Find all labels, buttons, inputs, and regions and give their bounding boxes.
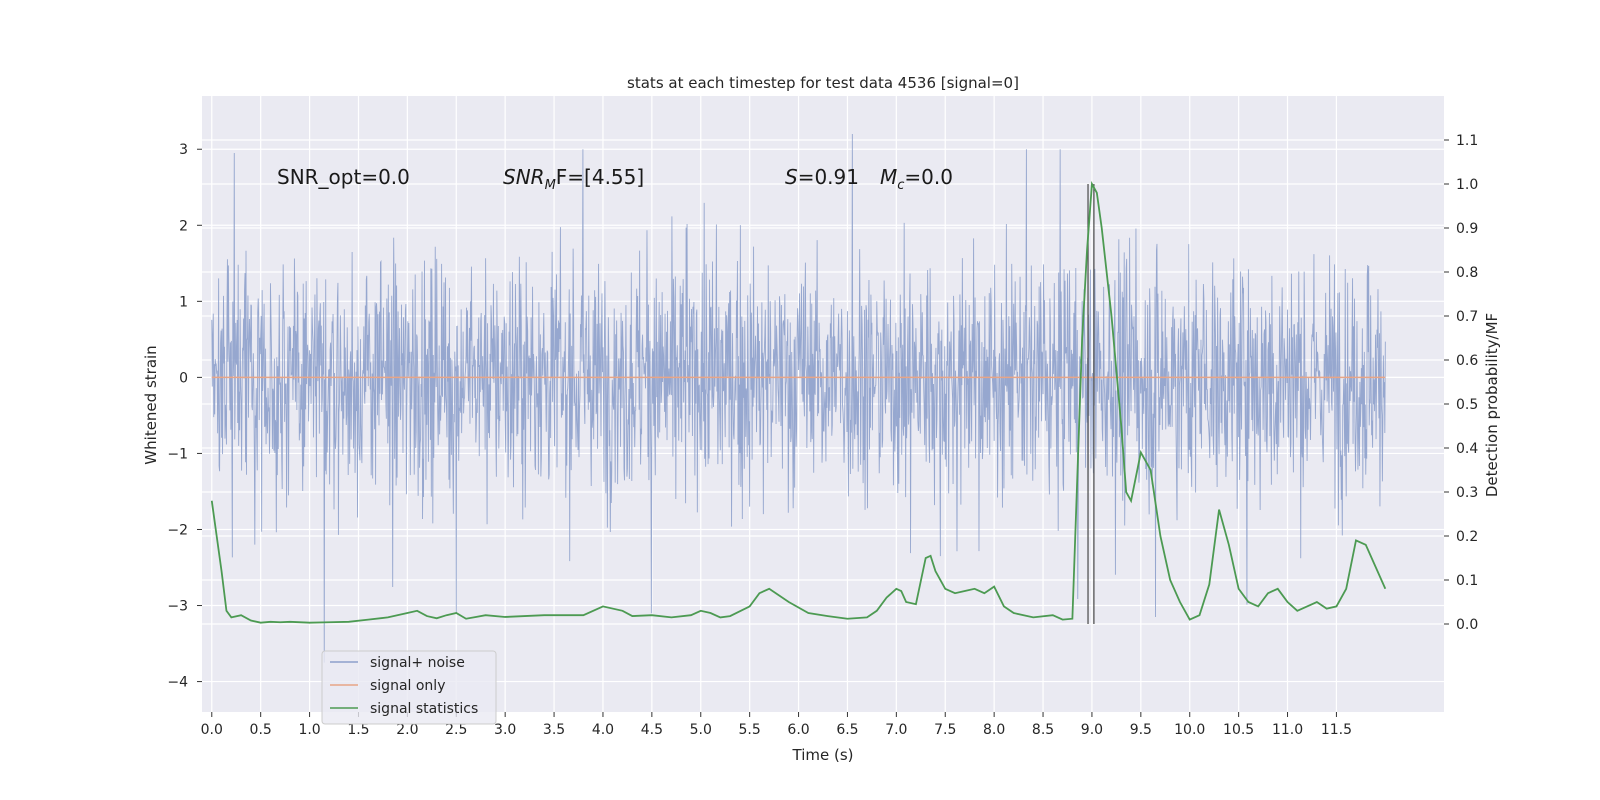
y-right-tick-label: 0.2	[1456, 529, 1478, 545]
y-right-tick-label: 0.5	[1456, 397, 1478, 413]
y-right-tick-label: 0.8	[1456, 265, 1478, 281]
legend-label-signal-noise: signal+ noise	[370, 655, 465, 671]
y-right-tick-label: 0.0	[1456, 617, 1478, 633]
x-tick-label: 3.0	[494, 722, 516, 738]
snr-mf-base: SNR	[503, 165, 545, 189]
annotation-s: S=0.91	[785, 165, 859, 189]
y-left-tick-label: −1	[167, 446, 188, 462]
mc-sub: c	[897, 178, 904, 193]
x-tick-label: 11.5	[1321, 722, 1352, 738]
x-tick-label: 1.0	[298, 722, 320, 738]
x-tick-label: 2.0	[396, 722, 418, 738]
series-signal-statistics	[210, 180, 1387, 624]
x-tick-label: 1.5	[347, 722, 369, 738]
x-tick-label: 11.0	[1272, 722, 1303, 738]
y-right-tick-label: 0.3	[1456, 485, 1478, 501]
y-left-tick-label: 1	[179, 294, 188, 310]
x-axis-ticks: 0.0 0.5 1.0 1.5 2.0 2.5 3.0 3.5 4.0 4.5 5.0 5.5 6.0 6…	[201, 712, 1352, 738]
chart-title: stats at each timestep for test data 453…	[627, 74, 1019, 92]
x-tick-label: 0.0	[201, 722, 223, 738]
vertical-markers	[1087, 184, 1095, 624]
y-right-tick-label: 1.1	[1456, 133, 1478, 149]
y-right-tick-label: 0.4	[1456, 441, 1478, 457]
x-tick-label: 5.5	[739, 722, 761, 738]
annotation-snr-opt: SNR_opt=0.0	[277, 165, 410, 189]
s-symbol: S	[785, 165, 798, 189]
x-tick-label: 6.5	[836, 722, 858, 738]
signal-statistics-line	[210, 180, 1387, 624]
x-tick-label: 8.5	[1032, 722, 1054, 738]
legend-box	[321, 650, 497, 725]
x-tick-label: 3.5	[543, 722, 565, 738]
snr-mf-sub: M	[545, 178, 556, 193]
annotation-snr-mf: SNRMF=[4.55]	[503, 165, 644, 193]
s-value: =0.91	[798, 165, 859, 189]
y-right-tick-label: 0.7	[1456, 309, 1478, 325]
legend-label-signal-statistics: signal statistics	[370, 701, 478, 717]
annotation-mc: Mc=0.0	[880, 165, 953, 193]
legend: signal+ noise signal only signal statist…	[321, 650, 497, 725]
x-tick-label: 2.5	[445, 722, 467, 738]
y-left-tick-label: 2	[179, 218, 188, 234]
x-tick-label: 9.0	[1081, 722, 1103, 738]
x-tick-label: 4.0	[592, 722, 614, 738]
x-tick-label: 5.0	[690, 722, 712, 738]
mc-symbol: M	[880, 165, 897, 189]
x-tick-label: 7.0	[885, 722, 907, 738]
y-right-tick-label: 1.0	[1456, 177, 1478, 193]
mc-value: =0.0	[904, 165, 953, 189]
y-axis-left-label: Whitened strain	[142, 345, 160, 464]
x-tick-label: 4.5	[641, 722, 663, 738]
y-axis-left-ticks: 3 2 1 0 −1 −2 −3 −4	[167, 142, 202, 691]
y-axis-right-label: Detection probability/MF	[1483, 313, 1501, 497]
legend-label-signal-only: signal only	[370, 678, 445, 694]
x-tick-label: 0.5	[250, 722, 272, 738]
x-tick-label: 8.0	[983, 722, 1005, 738]
x-tick-label: 9.5	[1130, 722, 1152, 738]
y-axis-right-ticks: 1.1 1.0 0.9 0.8 0.7 0.6 0.5 0.4 0.3 0.2 0.1 0.0	[1444, 133, 1478, 633]
x-tick-label: 10.5	[1223, 722, 1254, 738]
x-tick-label: 7.5	[934, 722, 956, 738]
y-left-tick-label: −3	[167, 599, 188, 615]
y-left-tick-label: 3	[179, 142, 188, 158]
signal-noise-line	[211, 134, 1386, 663]
y-right-tick-label: 0.1	[1456, 573, 1478, 589]
y-left-tick-label: 0	[179, 370, 188, 386]
y-left-tick-label: −2	[167, 522, 188, 538]
series-signal-noise	[211, 134, 1386, 663]
y-left-tick-label: −4	[167, 675, 188, 691]
x-tick-label: 10.0	[1174, 722, 1205, 738]
y-right-tick-label: 0.9	[1456, 221, 1478, 237]
x-axis-label: Time (s)	[792, 746, 854, 764]
snr-mf-rest: F=[4.55]	[556, 165, 644, 189]
x-tick-label: 6.0	[787, 722, 809, 738]
y-right-tick-label: 0.6	[1456, 353, 1478, 369]
